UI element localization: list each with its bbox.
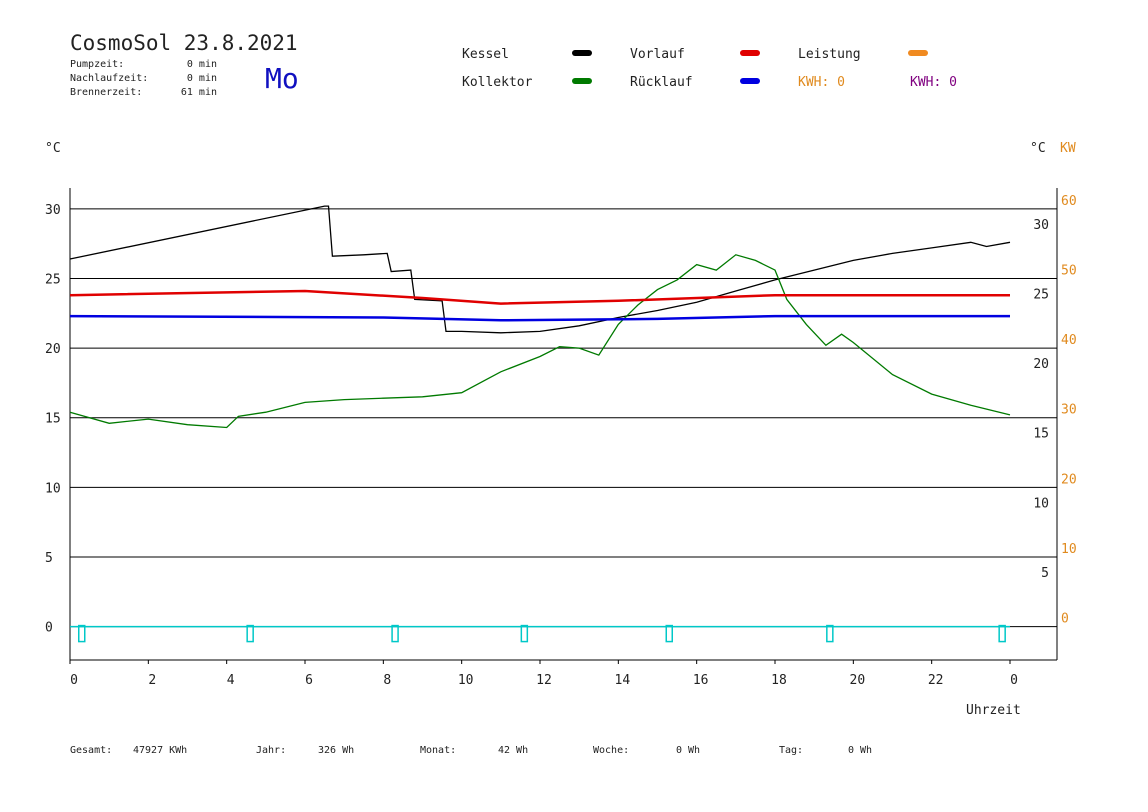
day: Mo: [265, 62, 299, 95]
stat-value: 0 min: [187, 59, 217, 70]
marker: [826, 624, 834, 643]
x-tick-label: 18: [771, 673, 787, 688]
legend-label: Leistung: [798, 47, 861, 62]
y-tick-label: 20: [45, 342, 61, 357]
footer-value: 0 Wh: [676, 745, 700, 756]
footer-label: Monat:: [420, 745, 456, 756]
footer-label: Jahr:: [256, 745, 286, 756]
y-tick-label: 25: [45, 273, 61, 288]
y-tick-label: 5: [45, 551, 53, 566]
title: CosmoSol 23.8.2021: [70, 31, 298, 55]
marker: [78, 624, 86, 643]
legend-label: Vorlauf: [630, 47, 685, 62]
y2-tick-label: 30: [1061, 403, 1077, 418]
marker: [246, 624, 254, 643]
y2-tick-label: 0: [1061, 612, 1069, 627]
x-label: Uhrzeit: [966, 703, 1021, 718]
footer-value: 326 Wh: [318, 745, 354, 756]
y-tick-label-right: 5: [1041, 566, 1049, 581]
legend-label: Kollektor: [462, 75, 533, 90]
series-line: [69, 254, 1011, 429]
x-tick-label: 10: [458, 673, 474, 688]
x-tick-label: 8: [383, 673, 391, 688]
footer-label: Tag:: [779, 745, 803, 756]
x-tick-label: 22: [928, 673, 944, 688]
x-tick-label: 20: [850, 673, 866, 688]
y2-tick-label: 10: [1061, 542, 1077, 557]
stat-value: 0 min: [187, 73, 217, 84]
y-tick-label: 10: [45, 481, 61, 496]
legend-label: Kessel: [462, 47, 509, 62]
stat-label: Nachlaufzeit:: [70, 73, 148, 84]
x-tick-label: 14: [615, 673, 631, 688]
y2-tick-label: 50: [1061, 264, 1077, 279]
y-tick-label-right: 30: [1033, 218, 1049, 233]
y-tick-label-right: 15: [1033, 427, 1049, 442]
footer-value: 47927 KWh: [133, 745, 187, 756]
legend-label: Rücklauf: [630, 75, 693, 90]
series-line: [69, 205, 1011, 334]
y2-unit-kw: KW: [1060, 141, 1076, 156]
y-tick-label: 15: [45, 412, 61, 427]
marker: [520, 624, 529, 643]
footer-label: Woche:: [593, 745, 629, 756]
footer-value: 0 Wh: [848, 745, 872, 756]
footer-value: 42 Wh: [498, 745, 528, 756]
stat-value: 61 min: [181, 87, 217, 98]
y-tick-label-right: 10: [1033, 496, 1049, 511]
footer-label: Gesamt:: [70, 745, 112, 756]
x-tick-label: 0: [70, 673, 78, 688]
series-line: [69, 314, 1010, 322]
x-tick-label: 16: [693, 673, 709, 688]
kwh-label: KWH: 0: [910, 75, 957, 90]
y2-tick-label: 60: [1061, 194, 1077, 209]
y2-tick-label: 40: [1061, 333, 1077, 348]
y2-tick-label: 20: [1061, 472, 1077, 487]
x-tick-label: 6: [305, 673, 313, 688]
y-tick-label-right: 25: [1033, 288, 1049, 303]
kwh-label: KWH: 0: [798, 75, 845, 90]
x-tick-label: 2: [148, 673, 156, 688]
y2-unit: °C: [1030, 141, 1046, 156]
y-tick-label: 30: [45, 203, 61, 218]
y-tick-label-right: 20: [1033, 357, 1049, 372]
x-tick-label: 4: [227, 673, 235, 688]
stat-label: Pumpzeit:: [70, 59, 124, 70]
stat-label: Brennerzeit:: [70, 87, 142, 98]
x-tick-label: 0: [1010, 673, 1018, 688]
marker: [391, 624, 399, 643]
marker: [665, 624, 673, 643]
marker: [998, 624, 1006, 643]
x-tick-label: 12: [536, 673, 552, 688]
y-tick-label: 0: [45, 621, 53, 636]
series-line: [69, 289, 1010, 305]
y-unit: °C: [45, 141, 61, 156]
